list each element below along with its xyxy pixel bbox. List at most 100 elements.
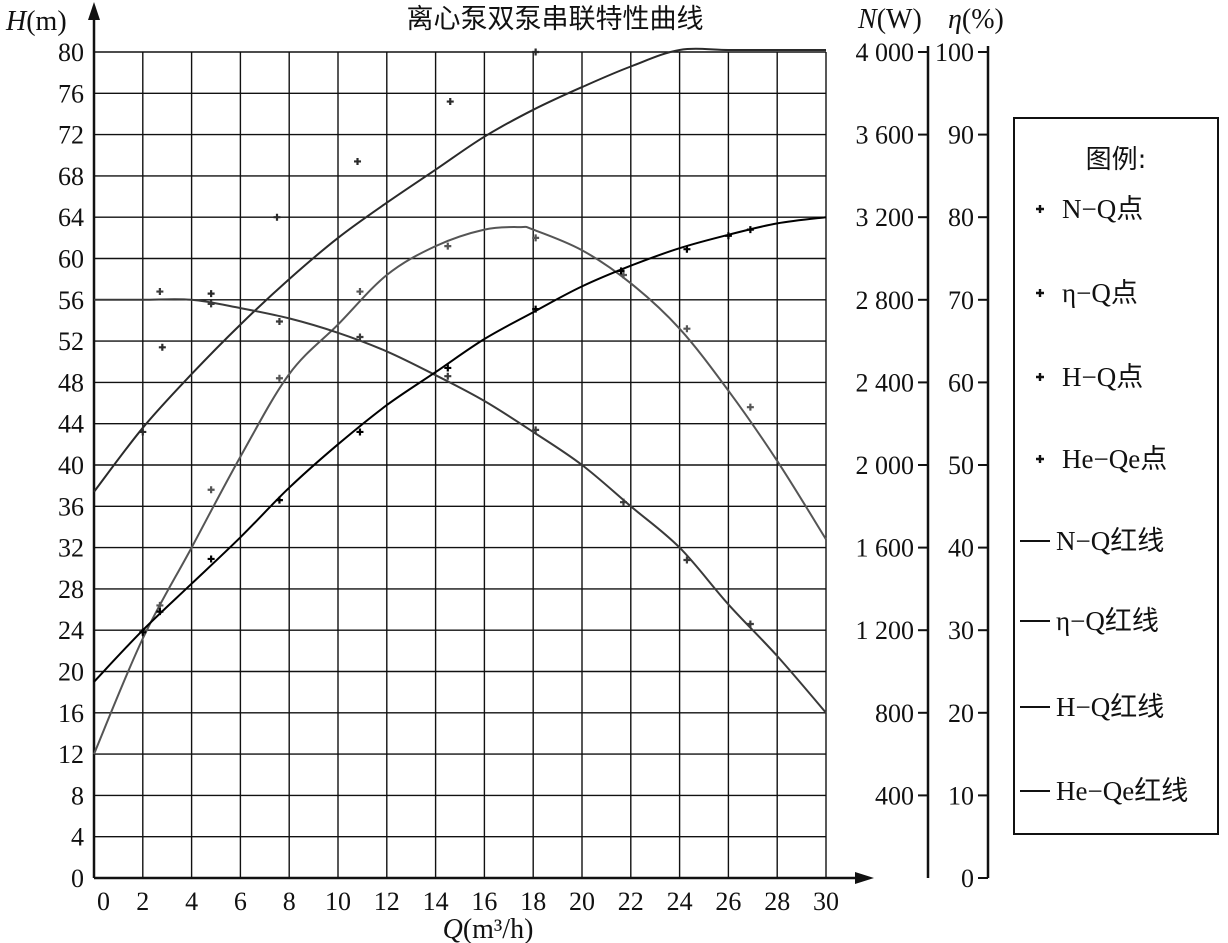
grid xyxy=(94,51,827,878)
data-point-n-q xyxy=(139,428,147,436)
data-point-n-q xyxy=(273,213,281,221)
series-line-h-q xyxy=(93,298,827,714)
x-tick-label: 8 xyxy=(283,887,296,916)
y-left-tick-label: 32 xyxy=(58,534,84,563)
y-right-n-tick-label: 4 000 xyxy=(856,38,915,67)
y-right-eta-tick-label: 100 xyxy=(935,38,974,67)
x-axis-arrow xyxy=(855,872,874,884)
data-point-n-q xyxy=(158,343,166,351)
data-point-he-qe xyxy=(683,245,691,253)
data-point-n-q xyxy=(446,98,454,106)
y-right-eta-tick-label: 0 xyxy=(961,864,974,893)
legend-point-marker xyxy=(1036,455,1044,463)
y-right-n-tick-label: 1 200 xyxy=(856,616,915,645)
data-point-eta-q xyxy=(275,374,283,382)
chart-title: 离心泵双泵串联特性曲线 xyxy=(407,4,704,35)
y-left-tick-label: 16 xyxy=(58,699,84,728)
y-left-tick-label: 20 xyxy=(58,658,84,687)
y-axis-right-n-var: N xyxy=(857,4,878,35)
data-point-h-q xyxy=(156,288,164,296)
data-point-eta-q xyxy=(532,234,540,242)
y-axis-left-title: H(m) xyxy=(5,6,67,37)
data-point-h-q xyxy=(746,620,754,628)
y-right-n-tick-label: 1 600 xyxy=(856,534,915,563)
y-right-eta-tick-label: 30 xyxy=(948,616,974,645)
x-tick-label: 22 xyxy=(618,887,644,916)
series-group xyxy=(93,47,827,755)
y-right-eta-tick-label: 50 xyxy=(948,451,974,480)
legend-label: N−Q点 xyxy=(1062,194,1143,224)
data-point-he-qe xyxy=(139,628,147,636)
legend-title: 图例: xyxy=(1086,145,1147,175)
y-left-tick-label: 24 xyxy=(58,616,84,645)
x-axis-unit: (m³/h) xyxy=(463,914,534,943)
legend-label: η−Q点 xyxy=(1062,278,1138,308)
x-tick-label: 10 xyxy=(325,887,351,916)
data-point-h-q xyxy=(207,300,215,308)
y-right-eta-tick-label: 10 xyxy=(948,781,974,810)
data-point-h-q xyxy=(356,333,364,341)
y-axis-left-unit: (m) xyxy=(26,6,66,37)
data-point-n-q xyxy=(532,48,540,56)
y-axis-left-var: H xyxy=(5,6,28,37)
y-right-eta-tick-label: 90 xyxy=(948,121,974,150)
x-tick-label: 14 xyxy=(423,887,449,916)
y-axis-right-eta-title: η(%) xyxy=(948,4,1004,35)
legend-label: H−Q红线 xyxy=(1056,692,1164,722)
data-point-he-qe xyxy=(617,267,625,275)
y-left-tick-label: 36 xyxy=(58,492,84,521)
y-left-tick-label: 48 xyxy=(58,368,84,397)
x-tick-label: 26 xyxy=(715,887,741,916)
y-left-tick-label: 56 xyxy=(58,286,84,315)
y-right-eta-tick-label: 80 xyxy=(948,203,974,232)
y-left-tick-label: 44 xyxy=(58,410,84,439)
data-point-h-q xyxy=(444,372,452,380)
data-point-eta-q xyxy=(746,403,754,411)
axes xyxy=(88,2,990,884)
x-tick-label: 12 xyxy=(374,887,400,916)
data-point-n-q xyxy=(207,290,215,298)
legend-label: η−Q红线 xyxy=(1056,606,1159,636)
data-point-he-qe xyxy=(532,305,540,313)
y-left-tick-label: 12 xyxy=(58,740,84,769)
data-point-eta-q xyxy=(619,271,627,279)
tick-labels: 0481216202428323640444852566064687276800… xyxy=(58,38,974,916)
legend-box xyxy=(1013,117,1219,835)
series-line-he-qe xyxy=(93,216,827,683)
y-left-tick-label: 52 xyxy=(58,327,84,356)
data-point-h-q xyxy=(683,556,691,564)
y-right-n-tick-label: 2 000 xyxy=(856,451,915,480)
y-right-eta-tick-label: 20 xyxy=(948,699,974,728)
data-point-eta-q xyxy=(356,288,364,296)
y-left-tick-label: 8 xyxy=(71,781,84,810)
y-right-n-tick-label: 3 600 xyxy=(856,121,915,150)
legend-point-marker xyxy=(1036,289,1044,297)
y-right-n-tick-label: 2 400 xyxy=(856,368,915,397)
legend-point-marker xyxy=(1036,205,1044,213)
y-left-tick-label: 40 xyxy=(58,451,84,480)
legend-label: He−Qe点 xyxy=(1062,444,1167,474)
data-point-eta-q xyxy=(444,242,452,250)
y-axis-right-eta-unit: (%) xyxy=(962,4,1004,35)
y-left-tick-label: 68 xyxy=(58,162,84,191)
x-tick-label: 28 xyxy=(764,887,790,916)
x-tick-label: 2 xyxy=(136,887,149,916)
x-tick-label: 24 xyxy=(667,887,693,916)
data-point-h-q xyxy=(532,426,540,434)
x-tick-label: 20 xyxy=(569,887,595,916)
y-right-eta-tick-label: 40 xyxy=(948,534,974,563)
x-tick-label: 18 xyxy=(520,887,546,916)
data-point-eta-q xyxy=(156,601,164,609)
x-axis-var: Q xyxy=(443,914,463,943)
data-point-he-qe xyxy=(356,428,364,436)
data-point-he-qe xyxy=(724,232,732,240)
data-point-eta-q xyxy=(207,486,215,494)
legend-point-marker xyxy=(1036,373,1044,381)
y-axis-left-arrow xyxy=(88,2,100,20)
data-point-he-qe xyxy=(207,555,215,563)
y-left-tick-label: 0 xyxy=(71,864,84,893)
x-axis-title: Q(m³/h) xyxy=(443,914,534,943)
y-left-tick-label: 28 xyxy=(58,575,84,604)
legend-entries: N−Q点 η−Q点 H−Q点 He−Qe点 N−Q红线 η−Q红线 H−Q红线 He−Qe红线 xyxy=(1020,194,1188,806)
